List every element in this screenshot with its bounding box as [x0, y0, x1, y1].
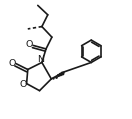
Text: N: N — [37, 55, 44, 64]
Text: O: O — [26, 40, 33, 49]
Text: O: O — [19, 80, 27, 89]
Text: O: O — [9, 59, 16, 67]
